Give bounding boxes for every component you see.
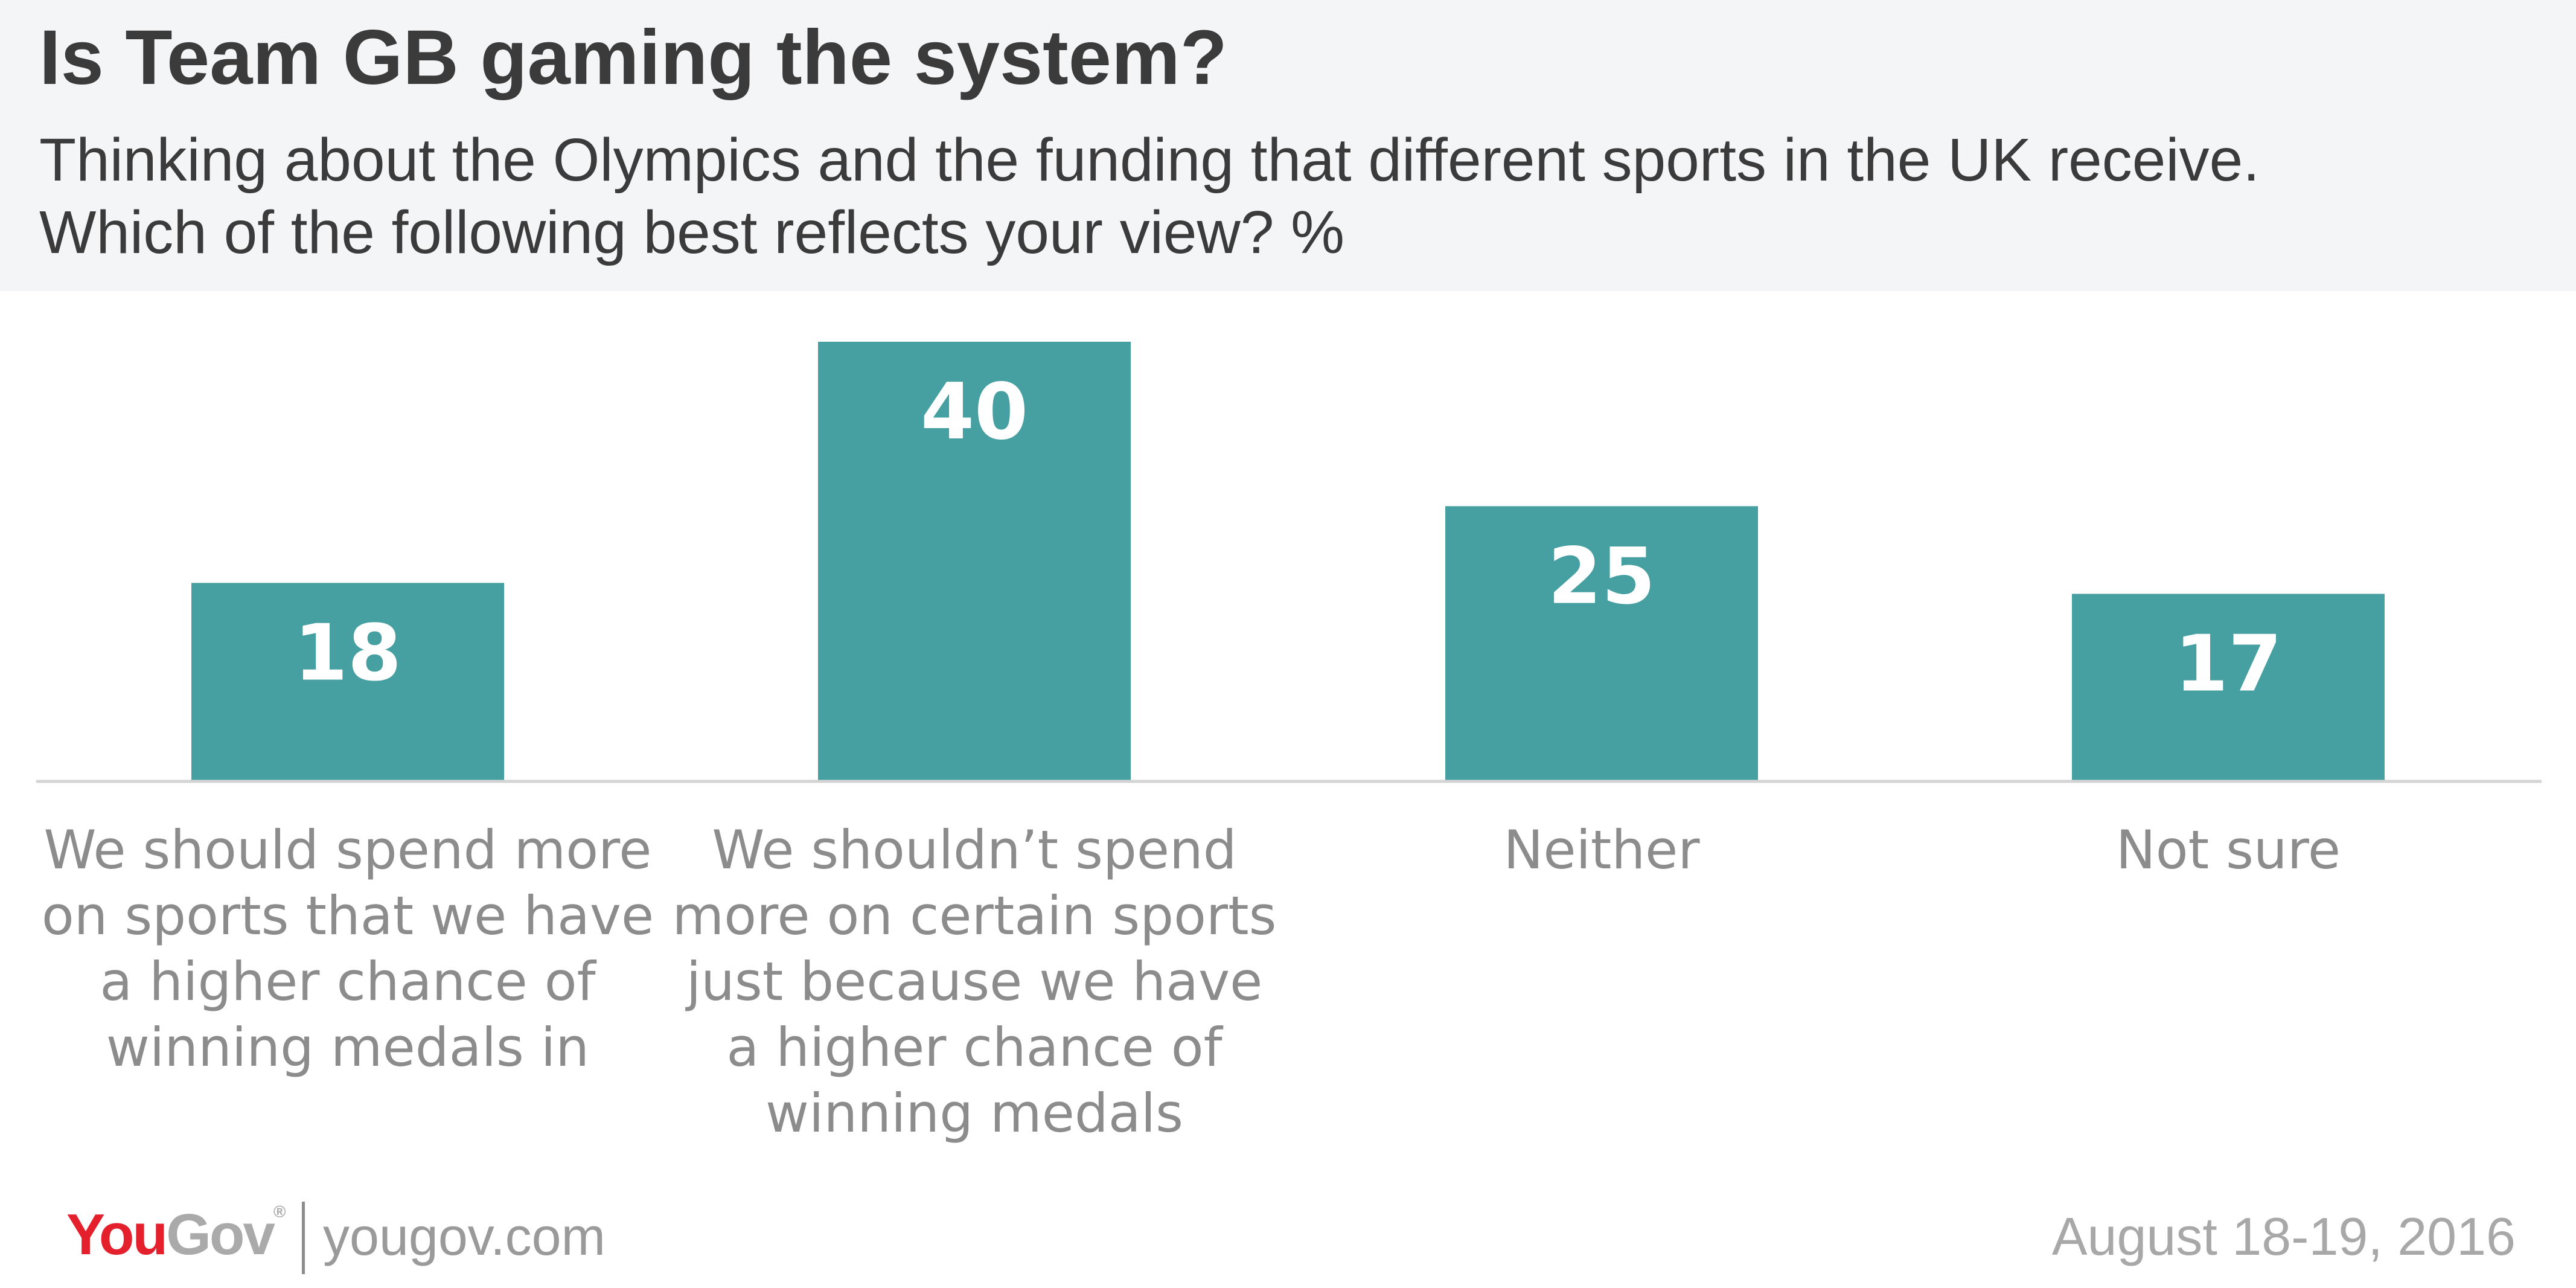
yougov-logo: YouGov® — [66, 1202, 286, 1267]
bar-value-label-4: 17 — [2175, 619, 2282, 709]
footer-date: August 18-19, 2016 — [2051, 1206, 2516, 1266]
chart-header: Is Team GB gaming the system? Thinking a… — [0, 0, 2576, 291]
bar-4 — [2072, 594, 2385, 780]
bar-value-label-3: 25 — [1548, 531, 1655, 621]
chart-subtitle-line-2: Which of the following best reflects you… — [39, 199, 1345, 266]
category-label-2-line-1: We shouldn’t spend — [712, 819, 1236, 881]
bar-3 — [1445, 506, 1758, 780]
category-label-1-line-2: on sports that we have — [42, 885, 654, 947]
category-label-1-line-3: a higher chance of — [100, 950, 596, 1013]
category-label-2-line-4: a higher chance of — [726, 1016, 1223, 1078]
category-label-4-line-1: Not sure — [2116, 819, 2341, 881]
footer-url: yougov.com — [323, 1206, 606, 1266]
logo-gov: Gov — [166, 1202, 275, 1267]
category-label-2-line-3: just because we have — [685, 950, 1263, 1013]
category-label-3-line-1: Neither — [1503, 819, 1700, 881]
logo-registered-mark: ® — [273, 1202, 286, 1221]
bar-1 — [191, 583, 504, 780]
bar-2 — [818, 342, 1131, 780]
logo-you: You — [66, 1202, 168, 1267]
category-label-2-line-5: winning medals — [765, 1082, 1183, 1144]
footer-divider — [302, 1202, 305, 1274]
chart-subtitle: Thinking about the Olympics and the fund… — [39, 124, 2514, 269]
category-label-1-line-1: We should spend more — [44, 819, 652, 881]
chart-subtitle-line-1: Thinking about the Olympics and the fund… — [39, 126, 2260, 194]
category-label-1-line-4: winning medals in — [106, 1016, 589, 1078]
bar-value-label-2: 40 — [921, 367, 1028, 457]
chart-title: Is Team GB gaming the system? — [39, 14, 1227, 101]
category-label-2-line-2: more on certain sports — [673, 885, 1277, 947]
bar-value-label-1: 18 — [294, 608, 401, 698]
